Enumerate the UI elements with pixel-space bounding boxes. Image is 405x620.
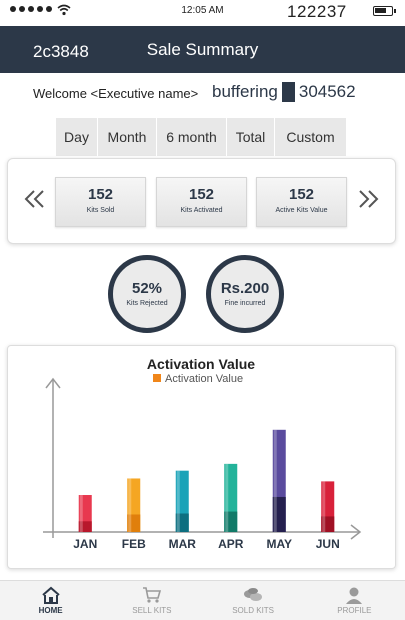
stat-value: 152 bbox=[188, 186, 215, 203]
bar-group: JAN FEB MAR APR MAY JUN bbox=[73, 429, 340, 551]
signal-dots-icon bbox=[10, 6, 52, 12]
circle-label: Fine incurred bbox=[224, 300, 266, 307]
stat-label: Kits Activated bbox=[180, 207, 223, 214]
activation-chart-card: Activation Value Activation Value JAN FEB… bbox=[7, 345, 396, 569]
bar-base-mar bbox=[175, 513, 189, 532]
nav-sell-kits[interactable]: SELL KITS bbox=[101, 581, 202, 620]
bar-highlight-jun bbox=[322, 481, 326, 532]
tab-6-month[interactable]: 6 month bbox=[157, 118, 227, 156]
activation-chart: Activation Value Activation Value JAN FEB… bbox=[43, 356, 362, 551]
x-tick-label: MAY bbox=[266, 537, 292, 551]
stat-label: Active Kits Value bbox=[275, 207, 328, 214]
cart-icon bbox=[142, 587, 161, 603]
tab-custom[interactable]: Custom bbox=[286, 129, 335, 145]
chart-title: Activation Value bbox=[147, 356, 255, 372]
bar-base-jan bbox=[78, 521, 92, 532]
stat-kits-sold: 152 Kits Sold bbox=[55, 177, 146, 227]
nav-profile[interactable]: PROFILE bbox=[304, 581, 405, 620]
stats-card: 152 Kits Sold 152 Kits Activated 152 Act… bbox=[7, 158, 396, 244]
page-title: Sale Summary bbox=[146, 40, 259, 59]
period-tabs: Day Month 6 month Total Custom bbox=[56, 118, 346, 156]
buffering-number: 304562 bbox=[298, 82, 356, 101]
nav-label: PROFILE bbox=[337, 606, 372, 615]
wifi-icon bbox=[57, 4, 71, 16]
fine-incurred-circle: Rs.200 Fine incurred bbox=[206, 255, 284, 333]
bar-base-apr bbox=[224, 511, 238, 532]
kits-rejected-circle: 52% Kits Rejected bbox=[108, 255, 186, 333]
nav-home[interactable]: HOME bbox=[0, 581, 101, 620]
bar-base-jun bbox=[321, 516, 335, 532]
legend-label: Activation Value bbox=[165, 373, 243, 385]
bar-highlight-feb bbox=[128, 478, 132, 532]
bottom-nav: HOME SELL KITS SOLD KITS PROFILE bbox=[0, 580, 405, 620]
x-tick-label: FEB bbox=[122, 537, 146, 551]
battery-icon bbox=[373, 6, 396, 16]
buffering-indicator: buffering 304562 bbox=[212, 82, 356, 102]
tab-month[interactable]: Month bbox=[98, 118, 157, 156]
y-axis-arrow-icon bbox=[45, 377, 61, 389]
x-tick-label: JUN bbox=[316, 537, 340, 551]
x-axis-arrow-icon bbox=[350, 524, 362, 540]
nav-label: SELL KITS bbox=[132, 606, 172, 615]
x-tick-label: JAN bbox=[73, 537, 97, 551]
x-tick-label: APR bbox=[218, 537, 244, 551]
app-header: 2c3848 Sale Summary bbox=[0, 26, 405, 73]
circle-label: Kits Rejected bbox=[126, 300, 168, 307]
circle-value: Rs.200 bbox=[220, 280, 270, 297]
stat-kits-activated: 152 Kits Activated bbox=[156, 177, 247, 227]
stat-value: 152 bbox=[288, 186, 315, 203]
buffering-label: buffering bbox=[212, 82, 278, 101]
tab-day[interactable]: Day bbox=[56, 118, 98, 156]
chevron-left-icon[interactable] bbox=[23, 187, 47, 211]
header-code: 2c3848 bbox=[33, 42, 89, 61]
stat-label: Kits Sold bbox=[86, 207, 115, 214]
home-icon bbox=[41, 586, 60, 604]
profile-icon bbox=[346, 587, 363, 604]
chevron-right-icon[interactable] bbox=[356, 187, 380, 211]
nav-label: HOME bbox=[38, 606, 63, 615]
circle-value: 52% bbox=[131, 280, 163, 297]
bar-highlight-jan bbox=[79, 495, 83, 532]
bar-highlight-may bbox=[273, 429, 277, 532]
status-bar: 12:05 AM 122237 bbox=[0, 0, 405, 24]
nav-sold-kits[interactable]: SOLD KITS bbox=[203, 581, 304, 620]
nav-label: SOLD KITS bbox=[232, 606, 275, 615]
stat-active-kits-value: 152 Active Kits Value bbox=[256, 177, 347, 227]
legend-swatch bbox=[153, 374, 161, 382]
bar-highlight-apr bbox=[225, 463, 229, 532]
bar-base-feb bbox=[127, 514, 141, 532]
bar-base-may bbox=[272, 496, 286, 532]
coins-icon bbox=[244, 588, 263, 601]
status-time: 12:05 AM bbox=[181, 5, 224, 16]
status-number: 122237 bbox=[287, 2, 347, 21]
x-tick-label: MAR bbox=[169, 537, 197, 551]
tab-total[interactable]: Total bbox=[227, 118, 275, 156]
welcome-text: Welcome <Executive name> bbox=[33, 86, 199, 101]
bar-highlight-mar bbox=[176, 470, 180, 532]
buffer-block-icon bbox=[281, 82, 295, 102]
stat-value: 152 bbox=[87, 186, 114, 203]
